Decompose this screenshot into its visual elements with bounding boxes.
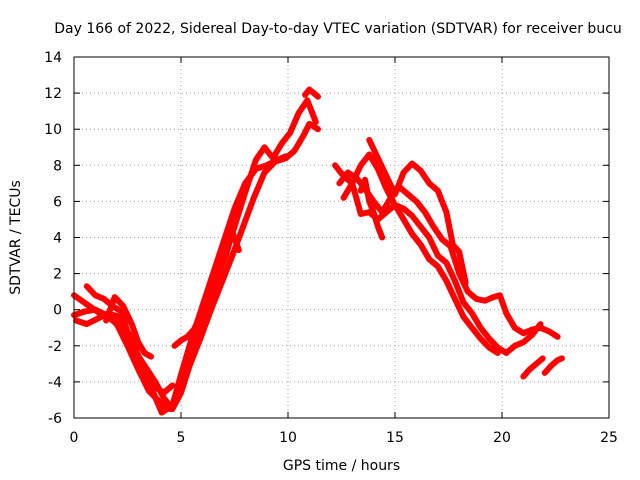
series-trace-3 bbox=[71, 97, 319, 412]
series-trace-4 bbox=[83, 283, 176, 396]
chart-title: Day 166 of 2022, Sidereal Day-to-day VTE… bbox=[54, 21, 622, 37]
series-trace-12 bbox=[357, 176, 386, 241]
series-trace-7 bbox=[302, 86, 321, 100]
y-tick-label: 2 bbox=[53, 267, 62, 283]
axis-ticks bbox=[73, 56, 610, 419]
x-axis-title: GPS time / hours bbox=[283, 458, 400, 474]
y-tick-label: -6 bbox=[48, 411, 62, 427]
x-tick-label: 10 bbox=[279, 430, 297, 446]
series-trace-1 bbox=[71, 120, 321, 412]
y-tick-label: -2 bbox=[48, 339, 62, 355]
y-axis-title: SDTVAR / TECUs bbox=[8, 180, 24, 295]
series-trace-11 bbox=[366, 137, 469, 286]
y-tick-label: 14 bbox=[44, 50, 62, 66]
x-tick-label: 20 bbox=[493, 430, 511, 446]
data-series bbox=[71, 86, 565, 416]
y-tick-label: 4 bbox=[53, 231, 62, 247]
series-trace-10 bbox=[340, 151, 501, 356]
x-tick-label: 0 bbox=[70, 430, 79, 446]
series-trace-9 bbox=[332, 162, 544, 356]
series-trace-13 bbox=[520, 355, 546, 380]
x-tick-label: 15 bbox=[386, 430, 404, 446]
tick-labels: 0 5 10 15 20 25 -6 -4 -2 0 2 4 6 8 10 12 14 bbox=[44, 50, 618, 446]
series-trace-14 bbox=[541, 355, 565, 376]
y-tick-label: 8 bbox=[53, 158, 62, 174]
series-trace-5 bbox=[103, 294, 154, 360]
y-tick-label: -4 bbox=[48, 375, 62, 391]
y-tick-label: 12 bbox=[44, 86, 62, 102]
x-tick-label: 25 bbox=[600, 430, 618, 446]
x-tick-label: 5 bbox=[177, 430, 186, 446]
series-trace-6 bbox=[171, 229, 242, 349]
grid bbox=[74, 57, 609, 418]
y-tick-label: 0 bbox=[53, 303, 62, 319]
y-tick-label: 6 bbox=[53, 194, 62, 210]
y-tick-label: 10 bbox=[44, 122, 62, 138]
series-trace-8 bbox=[336, 169, 561, 340]
